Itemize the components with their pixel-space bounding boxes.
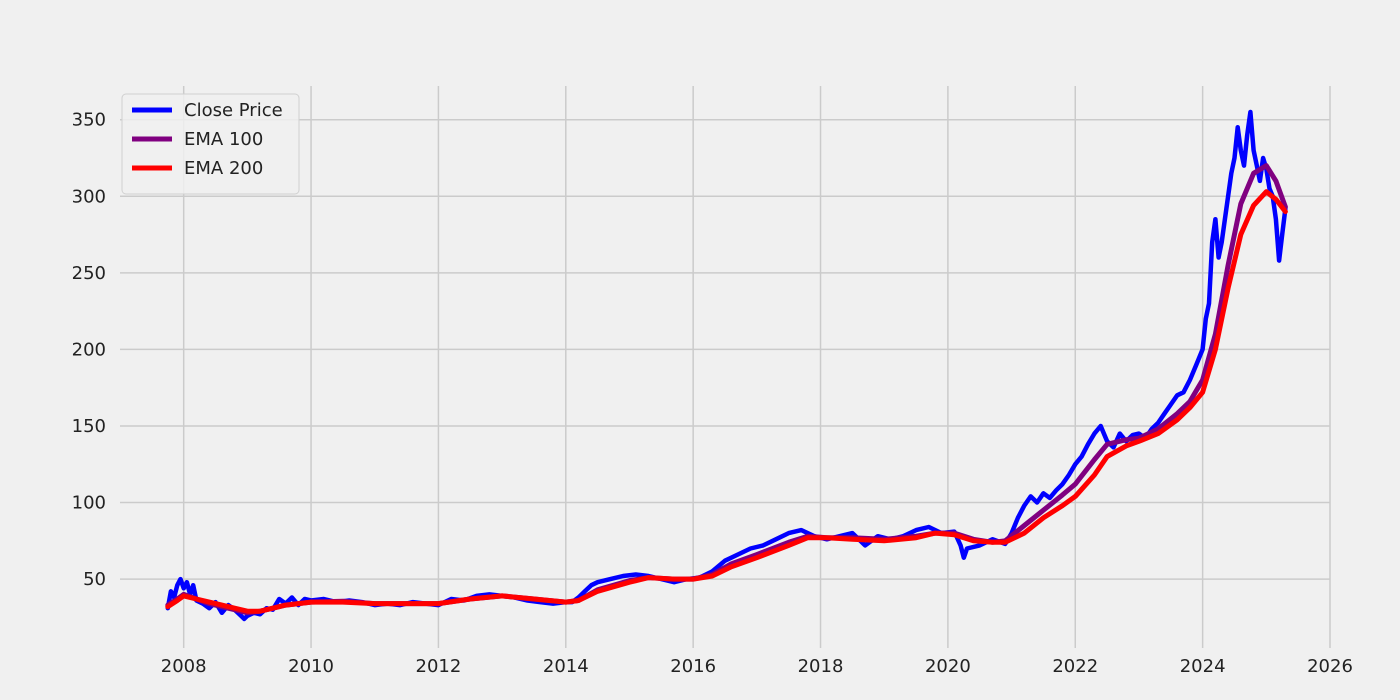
series-line-close-price bbox=[165, 109, 1288, 622]
grid-lines bbox=[120, 86, 1331, 648]
x-tick-label: 2014 bbox=[543, 656, 589, 677]
y-tick-label: 200 bbox=[72, 339, 106, 360]
x-tick-label: 2016 bbox=[670, 656, 716, 677]
x-tick-label: 2022 bbox=[1052, 656, 1098, 677]
y-tick-label: 300 bbox=[72, 186, 106, 207]
y-tick-label: 100 bbox=[72, 493, 106, 514]
series-line-ema-100 bbox=[165, 163, 1288, 616]
legend: Close Price EMA 100 EMA 200 bbox=[121, 93, 300, 195]
x-tick-label: 2018 bbox=[798, 656, 844, 677]
series-line-ema-200 bbox=[165, 189, 1288, 614]
y-tick-label: 250 bbox=[72, 263, 106, 284]
legend-label: Close Price bbox=[184, 100, 283, 121]
series-lines bbox=[165, 109, 1288, 622]
y-tick-label: 350 bbox=[72, 110, 106, 131]
x-tick-label: 2026 bbox=[1307, 656, 1353, 677]
y-tick-label: 50 bbox=[83, 569, 106, 590]
x-tick-label: 2020 bbox=[925, 656, 971, 677]
x-tick-label: 2024 bbox=[1180, 656, 1226, 677]
tick-labels: 2008 2010 2012 2014 2016 2018 2020 2022 2024 2026… bbox=[72, 110, 1353, 677]
y-tick-label: 150 bbox=[72, 416, 106, 437]
legend-label: EMA 100 bbox=[184, 129, 263, 150]
legend-label: EMA 200 bbox=[184, 158, 263, 179]
x-tick-label: 2010 bbox=[288, 656, 334, 677]
x-tick-label: 2008 bbox=[161, 656, 207, 677]
x-tick-label: 2012 bbox=[416, 656, 462, 677]
